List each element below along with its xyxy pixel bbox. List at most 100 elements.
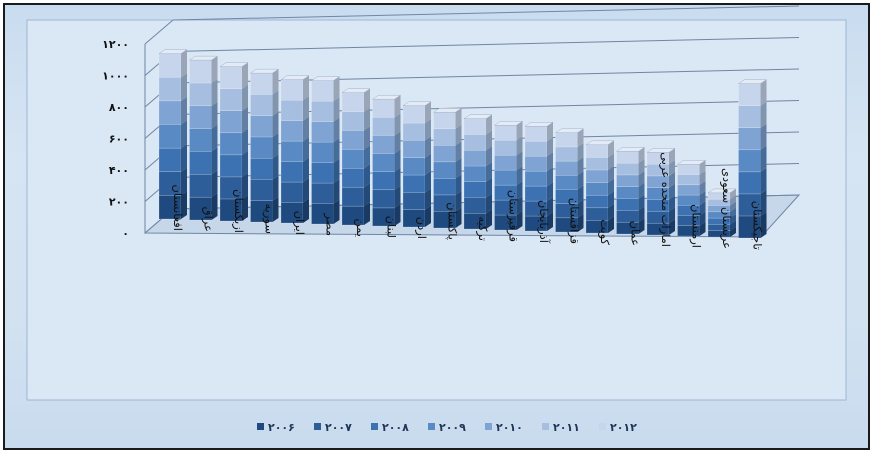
x-tick-label: تاجیکستان xyxy=(751,201,765,250)
bar-segment-side xyxy=(699,221,706,236)
bar-top xyxy=(676,160,707,165)
bar-segment-side xyxy=(181,73,187,101)
bar-segment-side xyxy=(638,194,645,211)
gridline-depth xyxy=(144,19,174,45)
bar-segment-side xyxy=(577,142,584,162)
bar-segment-side xyxy=(730,188,736,200)
legend-swatch xyxy=(428,423,435,430)
x-tick-label: یمن xyxy=(353,218,368,237)
bar xyxy=(676,160,707,237)
bar-segment xyxy=(341,186,365,207)
bar-segment xyxy=(463,150,487,167)
bar-segment-side xyxy=(425,101,431,124)
bar xyxy=(402,101,432,228)
bar xyxy=(554,128,585,233)
bar-segment xyxy=(585,182,609,196)
bar-segment-side xyxy=(272,154,279,180)
bar-top xyxy=(737,79,768,84)
bar-segment xyxy=(585,144,609,158)
bar-segment-side xyxy=(608,203,614,221)
bar-top xyxy=(188,55,219,61)
bar-top xyxy=(219,62,249,67)
bar-segment xyxy=(555,146,578,162)
bar-segment-side xyxy=(211,147,218,175)
bar-segment xyxy=(616,198,639,211)
bar-segment-side xyxy=(211,101,218,129)
bar-segment xyxy=(738,83,761,106)
bar-segment xyxy=(372,189,395,209)
bar-segment xyxy=(372,98,395,118)
bar-segment xyxy=(463,181,487,198)
bar-segment xyxy=(494,169,517,186)
bar-segment xyxy=(280,99,304,121)
bar-segment-side xyxy=(242,194,248,221)
bar-segment xyxy=(280,181,304,203)
bar-segment-side xyxy=(486,114,492,135)
bar-segment-side xyxy=(333,179,340,204)
bar-segment-side xyxy=(181,144,187,172)
bar-segment-side xyxy=(669,183,675,200)
bar xyxy=(310,76,341,225)
bar-segment xyxy=(494,125,517,141)
bar-segment-side xyxy=(608,153,614,170)
bar-segment-side xyxy=(699,211,706,226)
bar-segment xyxy=(250,157,273,180)
y-tick-label: ۰ xyxy=(122,227,129,240)
bar-segment xyxy=(677,184,700,196)
bar-segment-side xyxy=(547,212,553,231)
bar-top xyxy=(341,88,371,93)
bar-segment xyxy=(402,174,426,193)
bar-segment xyxy=(433,111,456,130)
x-tick-label: امارات متحده عربی xyxy=(658,152,673,247)
bar-segment-side xyxy=(730,220,736,231)
bar-segment xyxy=(463,197,487,214)
bar-top xyxy=(249,68,280,74)
bar-segment xyxy=(219,132,243,156)
bar-segment-side xyxy=(577,157,584,176)
bar-segment-side xyxy=(394,167,401,190)
bar-segment-side xyxy=(364,88,370,112)
x-tick-label: اردن xyxy=(414,217,429,239)
bar-segment-side xyxy=(638,182,645,199)
bar-segment-side xyxy=(242,150,248,177)
bar-segment xyxy=(280,140,304,162)
bar-segment-side xyxy=(547,167,553,187)
bar-segment xyxy=(585,194,609,209)
bar-segment xyxy=(585,157,609,171)
bar-segment-side xyxy=(333,117,340,143)
bar-segment-side xyxy=(669,219,675,235)
bar-segment-side xyxy=(730,226,736,237)
bar-segment-side xyxy=(669,160,675,176)
bar-segment xyxy=(219,154,243,178)
bar xyxy=(615,147,646,235)
bar-segment-side xyxy=(211,56,218,83)
bar-segment xyxy=(677,174,700,186)
x-tick-label: قرقیزستان xyxy=(506,190,521,242)
legend-label: ۲۰۱۲ xyxy=(610,421,637,434)
bar-segment xyxy=(219,110,243,134)
bar-segment xyxy=(433,145,456,163)
bar xyxy=(493,121,524,231)
bar-segment-side xyxy=(638,147,645,164)
bar xyxy=(371,94,402,227)
bar-segment xyxy=(341,92,365,112)
bar-segment-side xyxy=(242,84,248,111)
bar-segment-side xyxy=(760,123,767,150)
bar-top xyxy=(585,140,615,146)
bar-segment-side xyxy=(516,181,523,201)
bar-segment xyxy=(524,185,548,202)
bar-top xyxy=(615,147,646,152)
bar-segment xyxy=(189,174,212,198)
bar-segment-side xyxy=(455,157,462,179)
bar-segment xyxy=(402,140,426,158)
y-tick-label: ۴۰۰ xyxy=(109,164,129,177)
stacked-bar-chart: ۰ ۲۰۰ ۴۰۰ ۶۰۰ ۸۰۰ ۱۰۰۰ ۱۲۰۰ افغانستان عراق ازبکست… xyxy=(26,5,847,434)
bar-segment xyxy=(158,147,182,172)
bar-segment-side xyxy=(638,206,645,223)
bar-segment-side xyxy=(486,146,492,166)
bar-segment-side xyxy=(333,97,340,122)
bar-segment-side xyxy=(394,113,401,136)
bar-segment-side xyxy=(547,152,553,172)
bar-segment xyxy=(311,162,334,184)
legend-swatch xyxy=(599,423,606,430)
